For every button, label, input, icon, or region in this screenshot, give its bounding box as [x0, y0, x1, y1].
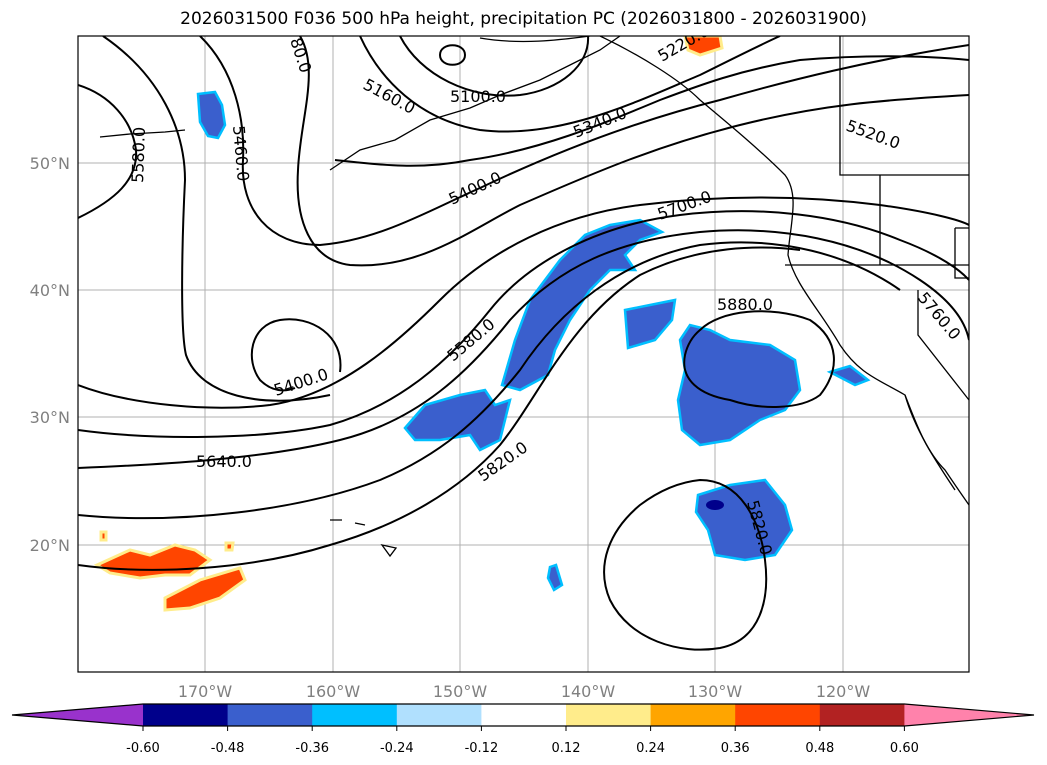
contour-label: 5580.0	[128, 127, 149, 184]
colorbar-tick-label: -0.12	[465, 741, 499, 756]
precip-core	[706, 500, 724, 510]
colorbar-tick-label: -0.48	[211, 741, 245, 756]
contour-label: 5640.0	[196, 452, 252, 471]
contour-line	[334, 55, 969, 167]
colorbar-tick-label: 0.24	[636, 741, 665, 756]
lon-tick-labels: 170°W 160°W 150°W 140°W 130°W 120°W	[178, 682, 871, 701]
colorbar: -0.60 -0.48 -0.36 -0.24 -0.12 0.12 0.24 0.36 0.4…	[11, 703, 1035, 756]
colorbar-segment	[396, 704, 482, 726]
colorbar-tick-label: -0.60	[126, 741, 160, 756]
contour-line	[438, 44, 467, 66]
precip-blob	[99, 530, 108, 542]
precip-blob	[826, 364, 871, 387]
precip-blob	[196, 90, 227, 140]
colorbar-tick-label: 0.36	[721, 741, 750, 756]
contour-line	[78, 229, 969, 469]
lon-label: 130°W	[688, 682, 743, 701]
contour-line	[78, 196, 969, 409]
lat-tick-labels: 50°N 40°N 30°N 20°N	[30, 154, 70, 555]
lon-label: 170°W	[178, 682, 233, 701]
colorbar-segment	[481, 704, 567, 726]
lon-label: 160°W	[306, 682, 361, 701]
contour-label: 5100.0	[450, 87, 506, 106]
lon-label: 140°W	[561, 682, 616, 701]
contour-line	[399, 36, 590, 97]
precipitation-areas	[196, 90, 871, 592]
colorbar-tick-label: 0.12	[552, 741, 581, 756]
precip-blob	[623, 298, 677, 350]
precip-blob	[500, 218, 666, 392]
precip-blob	[403, 388, 512, 452]
colorbar-extend-high	[904, 704, 1034, 726]
colorbar-segment	[735, 704, 821, 726]
contour-line	[102, 36, 331, 402]
map-plot-area: 5580.0 5460.0 80.0 5160.0 5100.0 5220.0 …	[78, 36, 969, 672]
contour-line	[78, 84, 138, 219]
contour-label: 5880.0	[717, 295, 773, 314]
lon-label: 150°W	[433, 682, 488, 701]
map-frame	[77, 35, 970, 673]
contour-line	[78, 210, 969, 438]
colorbar-segment	[227, 704, 313, 726]
coastlines	[99, 36, 969, 558]
contour-line	[78, 241, 901, 520]
colorbar-tick-label: 0.48	[805, 741, 834, 756]
precip-blob	[163, 566, 247, 612]
contour-line	[199, 36, 969, 247]
lon-label: 120°W	[816, 682, 871, 701]
contour-line	[603, 478, 768, 651]
colorbar-segment	[143, 704, 229, 726]
lat-label: 20°N	[30, 536, 70, 555]
colorbar-extend-low	[12, 704, 143, 726]
height-contours	[78, 36, 969, 651]
precip-blob	[676, 323, 802, 447]
lat-label: 40°N	[30, 281, 70, 300]
colorbar-tick-label: -0.24	[380, 741, 414, 756]
colorbar-tick-label: -0.36	[295, 741, 329, 756]
lat-label: 50°N	[30, 154, 70, 173]
contour-label: 5460.0	[229, 125, 253, 182]
contour-line	[683, 310, 835, 408]
figure-title: 2026031500 F036 500 hPa height, precipit…	[180, 9, 867, 29]
colorbar-segment	[566, 704, 652, 726]
colorbar-segment	[819, 704, 905, 726]
precip-blob	[546, 563, 564, 592]
contour-line	[78, 246, 801, 571]
colorbar-segment	[650, 704, 736, 726]
contour-line	[250, 318, 342, 392]
contour-line	[296, 36, 969, 267]
contour-line	[359, 36, 781, 133]
colorbar-segment	[312, 704, 398, 726]
lat-label: 30°N	[30, 408, 70, 427]
precip-blob	[224, 541, 235, 552]
precip-blob	[694, 478, 794, 562]
colorbar-tick-label: 0.60	[890, 741, 919, 756]
precip-blob	[683, 36, 724, 57]
